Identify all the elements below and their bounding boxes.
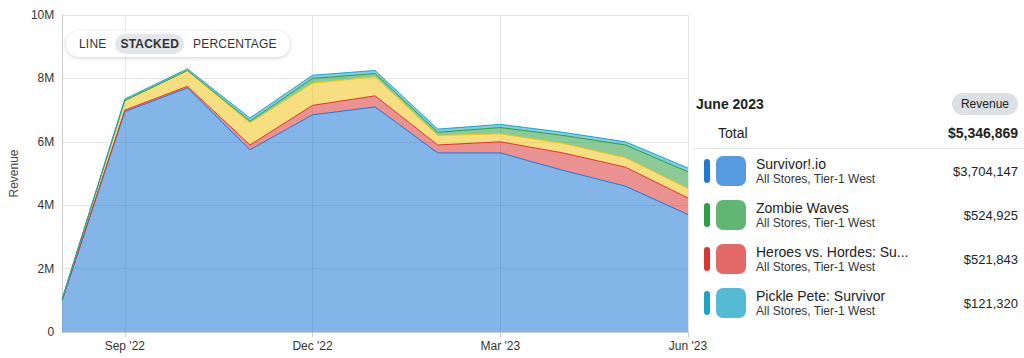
- svg-text:8M: 8M: [38, 71, 55, 85]
- html-text:All Stores, Tier-1 West: All Stores, Tier-1 West: [756, 304, 876, 318]
- html-text:Total: Total: [718, 125, 748, 141]
- html-text:June 2023: June 2023: [696, 96, 764, 112]
- svg-text:Mar '23: Mar '23: [480, 339, 520, 353]
- svg-text:Revenue: Revenue: [7, 149, 21, 197]
- html-text:STACKED: STACKED: [120, 37, 179, 51]
- html-text:PERCENTAGE: PERCENTAGE: [193, 37, 277, 51]
- html-text:Heroes vs. Hordes: Su...: Heroes vs. Hordes: Su...: [756, 244, 909, 260]
- svg-text:Jun '23: Jun '23: [669, 339, 708, 353]
- html-text:All Stores, Tier-1 West: All Stores, Tier-1 West: [756, 216, 876, 230]
- html-text:$5,346,869: $5,346,869: [947, 125, 1018, 141]
- svg-text:Dec '22: Dec '22: [292, 339, 333, 353]
- html-text:Pickle Pete: Survivor: Pickle Pete: Survivor: [756, 288, 886, 304]
- html-text:$3,704,147: $3,704,147: [952, 163, 1018, 179]
- svg-text:6M: 6M: [38, 135, 55, 149]
- html-text:Zombie Waves: Zombie Waves: [756, 200, 849, 216]
- html-text:$521,843: $521,843: [963, 251, 1018, 267]
- svg-text:0: 0: [48, 325, 55, 339]
- svg-text:Sep '22: Sep '22: [105, 339, 146, 353]
- html-text:Revenue: Revenue: [961, 97, 1009, 111]
- svg-text:10M: 10M: [31, 8, 54, 22]
- svg-text:2M: 2M: [38, 262, 55, 276]
- html-text:$121,320: $121,320: [963, 295, 1018, 311]
- html-text:All Stores, Tier-1 West: All Stores, Tier-1 West: [756, 172, 876, 186]
- html-text:LINE: LINE: [79, 37, 107, 51]
- html-text:Survivor!.io: Survivor!.io: [756, 156, 826, 172]
- html-text:All Stores, Tier-1 West: All Stores, Tier-1 West: [756, 260, 876, 274]
- html-text:$524,925: $524,925: [963, 207, 1018, 223]
- svg-text:4M: 4M: [38, 198, 55, 212]
